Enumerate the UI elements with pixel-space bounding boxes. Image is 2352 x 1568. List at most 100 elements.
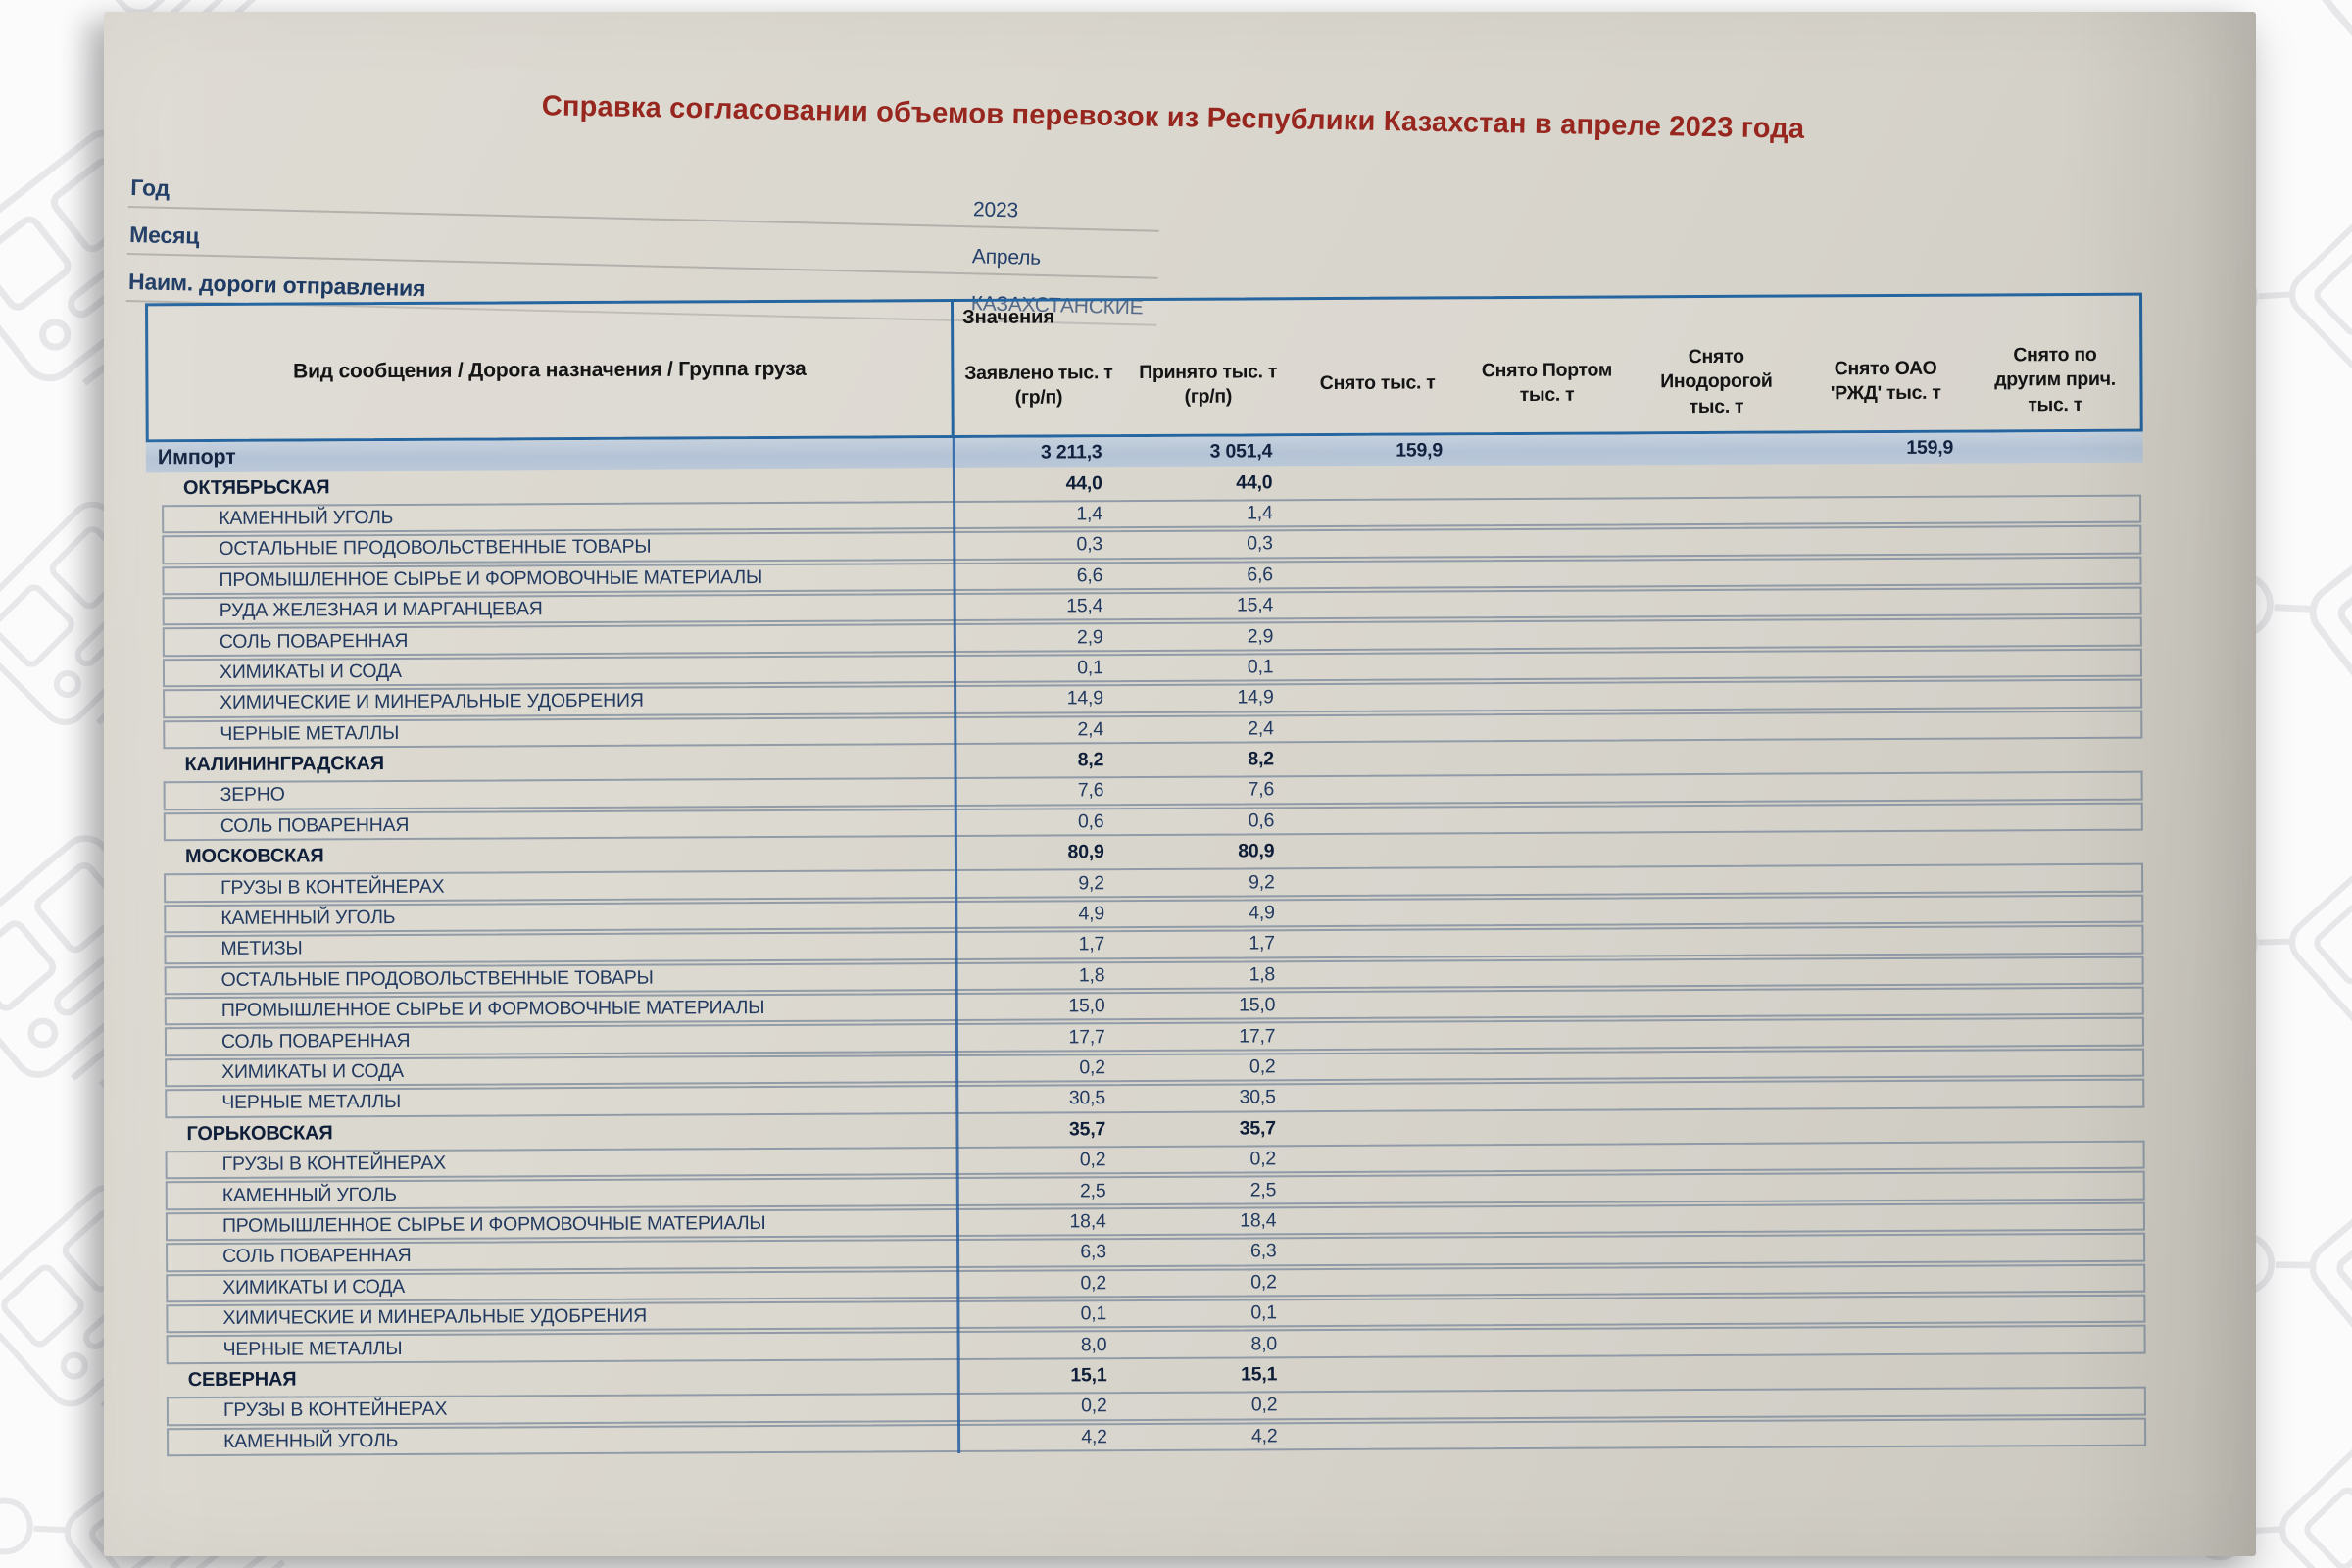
row-value: 0,2	[1081, 1395, 1107, 1417]
row-value	[1975, 801, 2145, 832]
row-value	[1297, 1389, 1467, 1420]
table-header: Вид сообщения / Дорога назначения / Груп…	[145, 292, 2143, 443]
row-value	[1975, 770, 2145, 802]
row-value	[1805, 925, 1976, 956]
row-value: 14,9	[1237, 686, 1274, 709]
row-value: 0,1	[1250, 1301, 1277, 1324]
row-label: ЗЕРНО	[220, 784, 285, 807]
row-value	[1637, 1326, 1807, 1357]
row-value: 80,9	[1067, 841, 1104, 863]
row-value	[1806, 1079, 1977, 1110]
row-value	[1635, 803, 1805, 834]
row-value	[1807, 1263, 1978, 1295]
row-value: 14,9	[1066, 687, 1103, 710]
row-value	[1463, 588, 1634, 619]
row-value	[1807, 1387, 1978, 1418]
row-value	[1464, 742, 1635, 773]
row-value	[1464, 834, 1635, 865]
row-value	[1802, 464, 1973, 495]
row-label: ХИМИЧЕСКИЕ И МИНЕРАЛЬНЫЕ УДОБРЕНИЯ	[220, 689, 644, 714]
row-value	[1294, 712, 1464, 744]
row-value: 2,5	[1250, 1178, 1277, 1201]
row-value	[1465, 1050, 1636, 1081]
row-value	[1974, 647, 2144, 678]
column-header: Снято по другим прич. тыс. т	[1994, 343, 2116, 416]
row-value: 0,2	[1249, 1055, 1276, 1078]
row-value	[1635, 956, 1805, 988]
row-label: ГРУЗЫ В КОНТЕЙНЕРАХ	[220, 875, 445, 899]
row-value	[1466, 1203, 1637, 1235]
row-label: ХИМИКАТЫ И СОДА	[222, 1275, 406, 1298]
row-label: ХИМИКАТЫ И СОДА	[221, 1059, 404, 1083]
row-value	[1978, 1324, 2148, 1355]
row-value	[1295, 1020, 1465, 1052]
row-value: 0,6	[1248, 809, 1275, 832]
row-value: 0,2	[1250, 1394, 1278, 1416]
row-value	[1464, 865, 1635, 897]
row-value	[1633, 587, 1803, 618]
row-label: Импорт	[157, 445, 236, 469]
row-value	[1633, 557, 1803, 588]
row-value	[1803, 648, 1974, 679]
row-value	[1976, 894, 2146, 925]
row-value: 4,2	[1250, 1424, 1278, 1447]
row-value: 2,4	[1248, 717, 1274, 740]
row-label: ПРОМЫШЛЕННОЕ СЫРЬЕ И ФОРМОВОЧНЫЕ МАТЕРИА…	[219, 565, 763, 591]
row-value	[1974, 524, 2144, 556]
row-value	[1637, 1202, 1807, 1234]
row-value	[1975, 862, 2145, 894]
row-value	[1637, 1295, 1807, 1326]
row-value: 17,7	[1239, 1024, 1276, 1048]
row-value	[1465, 957, 1636, 989]
row-value	[1297, 1420, 1467, 1451]
row-value: 4,2	[1081, 1425, 1107, 1448]
row-value	[1634, 741, 1804, 772]
row-value: 8,0	[1250, 1332, 1278, 1354]
row-value: 0,2	[1080, 1271, 1107, 1295]
row-value	[1635, 834, 1805, 865]
row-value	[1294, 774, 1464, 806]
row-value: 159,9	[1396, 439, 1444, 462]
row-value	[1976, 986, 2146, 1017]
row-value	[1464, 773, 1635, 805]
report-table: Вид сообщения / Дорога назначения / Груп…	[145, 292, 2148, 1458]
row-value	[1297, 1358, 1467, 1390]
row-value	[1976, 1078, 2146, 1109]
row-value	[1807, 1325, 1978, 1356]
row-value	[1636, 1110, 1806, 1142]
row-value: 0,3	[1076, 533, 1103, 556]
row-value	[1465, 1019, 1636, 1051]
row-value	[1804, 802, 1975, 833]
row-value	[1974, 616, 2144, 648]
row-value: 0,2	[1250, 1271, 1277, 1294]
row-value	[1295, 989, 1465, 1020]
row-value	[1806, 1109, 1977, 1141]
row-value	[1973, 463, 2143, 494]
row-value	[1463, 558, 1634, 589]
row-value: 159,9	[1906, 436, 1954, 460]
row-value	[1465, 1081, 1636, 1112]
row-value	[1466, 1173, 1637, 1204]
row-value	[1973, 493, 2143, 524]
row-label: ОСТАЛЬНЫЕ ПРОДОВОЛЬСТВЕННЫЕ ТОВАРЫ	[220, 966, 654, 991]
row-value	[1465, 927, 1636, 958]
row-value	[1637, 1172, 1807, 1203]
row-value: 8,2	[1077, 749, 1104, 771]
row-value: 1,4	[1076, 503, 1102, 525]
row-value	[1296, 1174, 1466, 1205]
row-value: 8,0	[1080, 1333, 1107, 1355]
row-value: 18,4	[1069, 1210, 1106, 1233]
row-value	[1805, 1017, 1976, 1049]
row-value	[1636, 1049, 1806, 1080]
row-value: 15,0	[1068, 995, 1105, 1017]
row-value	[1803, 587, 1974, 618]
row-value: 6,3	[1080, 1241, 1106, 1263]
row-label: ПРОМЫШЛЕННОЕ СЫРЬЕ И ФОРМОВОЧНЫЕ МАТЕРИА…	[220, 997, 765, 1022]
row-value	[1633, 495, 1803, 526]
row-label: ГРУЗЫ В КОНТЕЙНЕРАХ	[221, 1152, 446, 1176]
row-value	[1633, 526, 1803, 558]
row-value	[1466, 1111, 1637, 1143]
row-value	[1467, 1327, 1638, 1358]
row-value: 3 211,3	[1040, 441, 1102, 464]
